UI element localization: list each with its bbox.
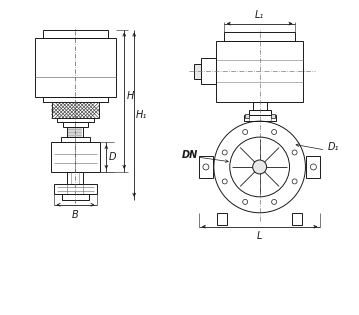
Bar: [51, 142, 101, 172]
Circle shape: [292, 150, 297, 155]
Bar: [217, 213, 227, 225]
Text: D: D: [108, 152, 116, 162]
Circle shape: [292, 179, 297, 184]
Text: L: L: [257, 231, 262, 241]
Circle shape: [243, 129, 248, 135]
Bar: [293, 213, 302, 225]
Text: D₁: D₁: [327, 142, 339, 152]
Bar: [62, 122, 88, 127]
Bar: [53, 184, 97, 194]
Bar: [253, 102, 267, 110]
Bar: [199, 156, 213, 178]
Circle shape: [243, 199, 248, 204]
Text: H₁: H₁: [136, 110, 148, 120]
Bar: [61, 194, 89, 200]
Bar: [67, 127, 83, 137]
Bar: [245, 114, 249, 118]
Bar: [271, 114, 275, 118]
Bar: [52, 102, 99, 118]
Text: L₁: L₁: [255, 10, 264, 20]
Circle shape: [253, 160, 267, 174]
Text: H: H: [126, 91, 134, 101]
Bar: [61, 137, 90, 142]
Text: B: B: [72, 210, 79, 220]
Bar: [244, 115, 276, 121]
Bar: [307, 156, 320, 178]
Bar: [34, 37, 116, 97]
Circle shape: [203, 164, 209, 170]
Circle shape: [272, 199, 277, 204]
Circle shape: [222, 179, 227, 184]
Bar: [216, 41, 303, 102]
Bar: [43, 30, 108, 37]
Bar: [67, 172, 83, 184]
Bar: [194, 64, 201, 79]
Circle shape: [222, 150, 227, 155]
Bar: [224, 32, 295, 41]
Bar: [201, 59, 216, 84]
Text: DN: DN: [182, 150, 198, 160]
Bar: [43, 97, 108, 102]
Circle shape: [311, 164, 316, 170]
Circle shape: [272, 129, 277, 135]
Bar: [57, 118, 94, 122]
Bar: [249, 110, 271, 115]
